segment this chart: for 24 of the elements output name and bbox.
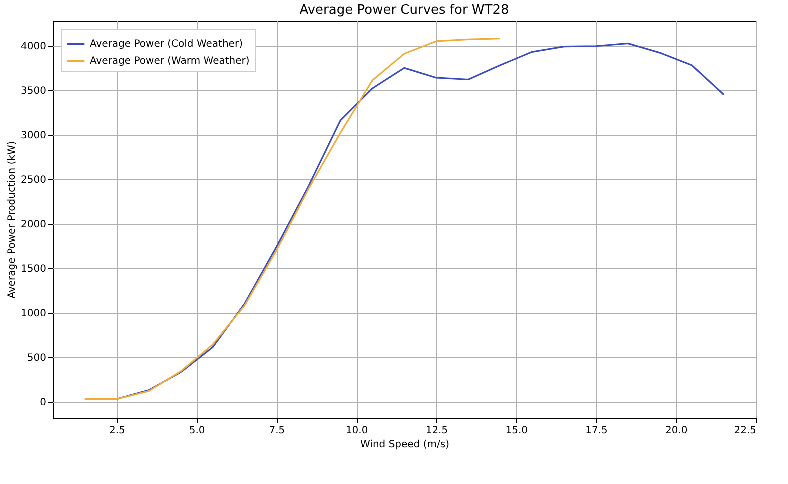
y-tick-label: 1000: [21, 308, 46, 320]
x-tick-label: 20.0: [665, 426, 688, 436]
x-tick-label: 17.5: [586, 426, 608, 436]
y-tick-label: 0: [40, 397, 46, 408]
y-tick-label: 500: [27, 352, 46, 364]
y-tick-label: 1500: [21, 264, 46, 275]
x-tick-label: 12.5: [426, 426, 448, 436]
y-tick-label: 3500: [21, 86, 46, 97]
x-tick-label: 15.0: [506, 426, 528, 436]
x-axis-title: Wind Speed (m/s): [360, 440, 450, 450]
x-tick-label: 2.5: [109, 426, 126, 436]
x-tick-label: 10.0: [346, 426, 368, 436]
y-tick-label: 4000: [21, 41, 46, 52]
x-tick-label: 5.0: [189, 426, 206, 436]
y-axis-title: Average Power Production (kW): [7, 141, 18, 299]
legend-label: Average Power (Cold Weather): [90, 39, 244, 50]
chart-title: Average Power Curves for WT28: [300, 3, 510, 18]
x-tick-label: 7.5: [269, 426, 286, 436]
y-tick-label: 3000: [21, 130, 46, 142]
x-tick-label: 22.5: [734, 426, 756, 436]
line-series: [84, 38, 502, 400]
y-tick-label: 2000: [21, 219, 46, 230]
legend-label: Average Power (Warm Weather): [90, 56, 250, 67]
y-tick-label: 2500: [21, 174, 46, 186]
